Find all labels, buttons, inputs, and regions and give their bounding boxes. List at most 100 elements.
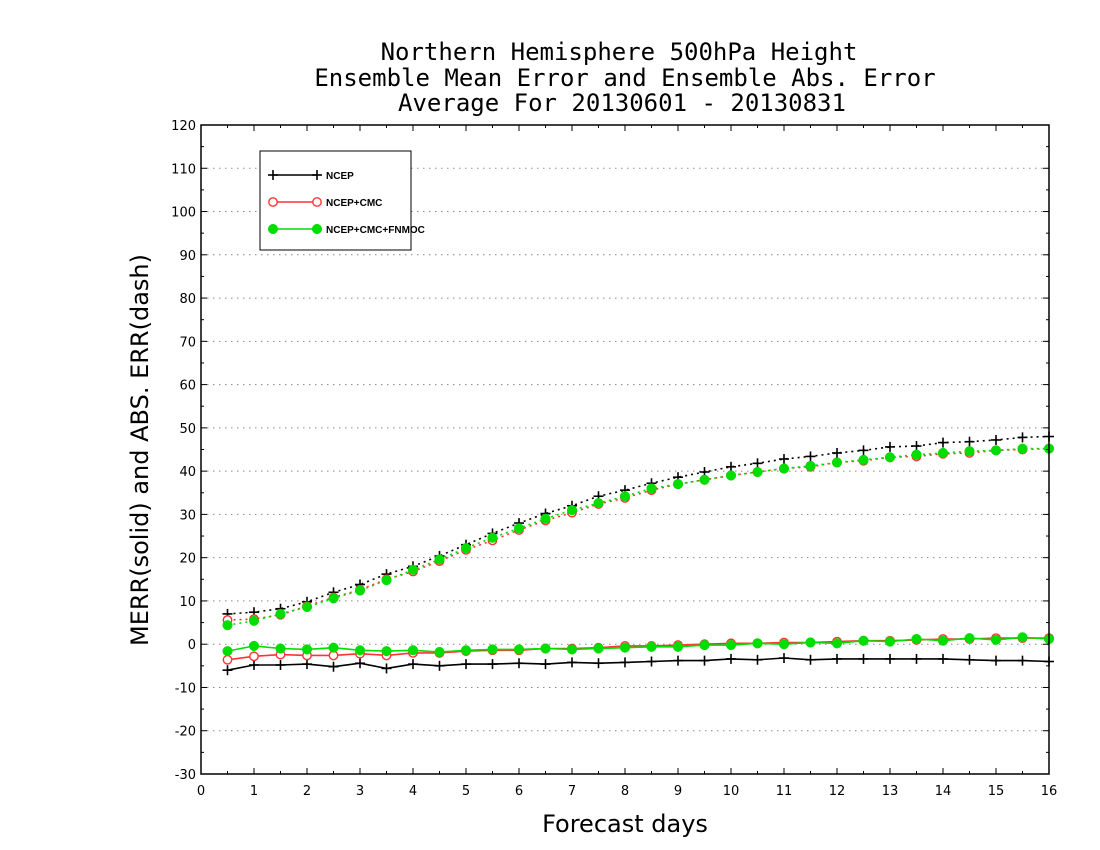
x-tick-label: 8 xyxy=(621,784,629,799)
abs-err-point-s2 xyxy=(778,463,790,474)
abs-err-point-s2 xyxy=(566,505,578,516)
abs-err-point-s0 xyxy=(991,434,1001,445)
merr-point-s2 xyxy=(858,635,869,646)
merr-point-s2 xyxy=(646,641,657,652)
merr-point-s0 xyxy=(858,653,869,664)
abs-err-point-s2 xyxy=(964,446,975,457)
x-tick-label: 16 xyxy=(1041,784,1058,799)
abs-err-point-s2 xyxy=(805,460,816,471)
y-tick-label: 70 xyxy=(179,335,196,350)
abs-err-point-s0 xyxy=(726,461,736,472)
legend-label: NCEP xyxy=(326,171,354,182)
chart-title: Northern Hemisphere 500hPa Height Ensemb… xyxy=(314,38,935,117)
abs-err-point-s2 xyxy=(593,498,604,509)
legend-marker xyxy=(267,223,279,235)
abs-err-point-s2 xyxy=(487,532,498,543)
abs-err-point-s2 xyxy=(752,466,763,478)
abs-err-point-s2 xyxy=(434,554,445,565)
merr-point-s2 xyxy=(248,640,260,651)
abs-err-point-s2 xyxy=(725,470,737,481)
merr-point-s0 xyxy=(911,653,922,664)
merr-point-s2 xyxy=(725,640,737,651)
merr-point-s2 xyxy=(911,633,922,645)
x-tick-label: 2 xyxy=(303,784,311,799)
abs-err-line-s2 xyxy=(227,447,1049,626)
abs-err-point-s2 xyxy=(275,608,286,619)
merr-point-s0 xyxy=(673,655,683,666)
merr-point-s0 xyxy=(222,665,233,676)
abs-err-point-s2 xyxy=(858,454,869,465)
merr-point-s2 xyxy=(275,643,286,654)
y-tick-label: 10 xyxy=(179,595,196,610)
y-tick-label: -30 xyxy=(175,768,196,783)
abs-err-point-s2 xyxy=(301,601,313,613)
abs-err-point-s2 xyxy=(513,523,525,534)
y-tick-label: 110 xyxy=(171,162,196,177)
merr-point-s2 xyxy=(460,645,472,656)
merr-point-s2 xyxy=(222,646,233,657)
x-tick-label: 15 xyxy=(988,784,1005,799)
merr-point-s0 xyxy=(408,659,418,670)
merr-point-s1 xyxy=(222,654,233,665)
merr-point-s0 xyxy=(938,653,948,664)
merr-point-s2 xyxy=(964,633,975,644)
merr-point-s0 xyxy=(779,653,789,664)
merr-point-s2 xyxy=(513,644,525,655)
legend-box xyxy=(259,150,412,251)
abs-err-point-s2 xyxy=(354,585,366,596)
merr-point-s0 xyxy=(593,658,604,669)
legend-label: NCEP+CMC xyxy=(326,198,382,209)
merr-point-s2 xyxy=(434,646,445,658)
merr-point-s2 xyxy=(1017,632,1028,643)
x-tick-label: 12 xyxy=(829,784,846,799)
abs-err-point-s0 xyxy=(911,441,922,452)
merr-point-s2 xyxy=(487,644,498,655)
x-tick-label: 5 xyxy=(462,784,470,799)
abs-err-point-s2 xyxy=(381,575,392,586)
abs-err-point-s2 xyxy=(407,564,419,575)
abs-err-point-s0 xyxy=(1017,432,1028,443)
merr-point-s2 xyxy=(301,644,313,655)
merr-point-s0 xyxy=(752,654,763,665)
merr-point-s2 xyxy=(593,643,604,654)
abs-err-point-s2 xyxy=(937,447,949,459)
abs-err-point-s2 xyxy=(540,513,551,524)
abs-err-point-s2 xyxy=(460,543,472,554)
y-tick-label: 40 xyxy=(179,465,196,480)
merr-point-s2 xyxy=(778,639,790,650)
y-tick-label: 60 xyxy=(179,379,196,394)
merr-point-s2 xyxy=(619,642,631,653)
merr-point-s0 xyxy=(646,656,657,667)
x-tick-label: 13 xyxy=(882,784,899,799)
merr-point-s1 xyxy=(249,651,259,662)
abs-err-line-s1 xyxy=(227,447,1050,621)
abs-err-point-s2 xyxy=(222,620,233,631)
abs-err-point-s0 xyxy=(832,447,842,458)
y-axis-label: MERR(solid) and ABS. ERR(dash) xyxy=(126,254,154,646)
merr-point-s0 xyxy=(275,659,286,670)
merr-point-s0 xyxy=(832,653,842,664)
abs-err-point-s0 xyxy=(885,441,895,452)
abs-err-point-s2 xyxy=(619,491,631,502)
abs-err-point-s0 xyxy=(964,436,975,447)
y-tick-label: -10 xyxy=(175,681,196,696)
y-tick-label: 100 xyxy=(171,206,196,221)
x-tick-label: 4 xyxy=(409,784,417,799)
x-tick-label: 10 xyxy=(723,784,740,799)
legend: NCEP NCEP+CMC NCEP+CMC+FNMOC xyxy=(259,150,425,251)
merr-point-s0 xyxy=(487,659,498,670)
merr-point-s0 xyxy=(805,654,816,665)
y-tick-label: 90 xyxy=(179,249,196,264)
abs-err-point-s0 xyxy=(858,445,869,456)
abs-err-point-s0 xyxy=(779,454,789,465)
legend-marker xyxy=(268,197,278,207)
legend-marker xyxy=(312,170,322,180)
abs-err-point-s2 xyxy=(831,457,843,468)
x-tick-label: 9 xyxy=(674,784,682,799)
merr-point-s0 xyxy=(249,659,259,670)
merr-point-s2 xyxy=(566,644,578,655)
merr-point-s2 xyxy=(884,636,896,647)
merr-point-s2 xyxy=(990,634,1002,645)
chart-title-line-2: Ensemble Mean Error and Ensemble Abs. Er… xyxy=(314,64,935,92)
